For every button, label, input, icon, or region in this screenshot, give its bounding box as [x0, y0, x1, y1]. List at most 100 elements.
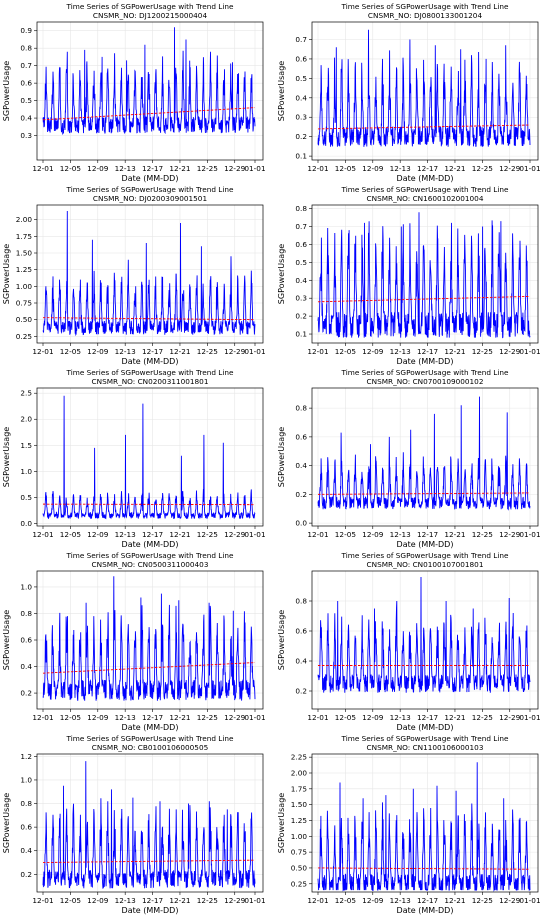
x-tick-label: 12-29: [499, 713, 521, 722]
plot-frame: [36, 753, 264, 893]
series-line: [317, 29, 531, 147]
y-axis-label: SGPowerUsage: [277, 427, 286, 487]
chart-svg: Time Series of SGPowerUsage with Trend L…: [277, 185, 541, 366]
x-axis-label: Date (MM-DD): [397, 357, 454, 366]
chart-svg: Time Series of SGPowerUsage with Trend L…: [277, 734, 541, 915]
trend-line: [317, 295, 531, 303]
x-tick-label: 01-01: [519, 896, 540, 905]
x-tick-label: 12-01: [32, 530, 53, 539]
x-tick-label: 12-25: [197, 713, 218, 722]
chart-panel: Time Series of SGPowerUsage with Trend L…: [0, 183, 275, 366]
y-tick-label: 0.6: [295, 432, 307, 441]
plot-frame: [36, 21, 264, 161]
x-tick-label: 12-13: [390, 896, 412, 905]
chart-svg: Time Series of SGPowerUsage with Trend L…: [277, 551, 541, 732]
x-tick-label: 01-01: [519, 713, 540, 722]
y-tick-label: 2.0: [20, 415, 32, 424]
x-tick-label: 12-21: [169, 896, 190, 905]
y-tick-label: 0.75: [16, 299, 32, 308]
plot-frame: [36, 387, 264, 527]
y-tick-label: 0.8: [295, 204, 307, 213]
x-tick-label: 12-09: [87, 530, 109, 539]
x-tick-label: 12-01: [32, 347, 53, 356]
x-tick-label: 12-25: [472, 347, 493, 356]
x-tick-label: 01-01: [519, 347, 540, 356]
y-axis-label: SGPowerUsage: [2, 793, 11, 853]
trend-line: [317, 867, 531, 870]
x-tick-label: 12-17: [142, 347, 164, 356]
y-tick-label: 0.2: [295, 132, 307, 141]
x-tick-label: 12-09: [362, 896, 384, 905]
series-line: [317, 762, 531, 892]
chart-svg: Time Series of SGPowerUsage with Trend L…: [277, 2, 541, 183]
x-axis-label: Date (MM-DD): [122, 357, 179, 366]
y-tick-label: 0.7: [295, 35, 307, 44]
chart-panel: Time Series of SGPowerUsage with Trend L…: [275, 0, 550, 183]
x-tick-label: 12-13: [115, 896, 137, 905]
y-tick-label: 2.25: [291, 753, 307, 762]
y-tick-label: 0.75: [291, 848, 307, 857]
y-tick-label: 0.6: [295, 54, 307, 63]
x-tick-label: 12-21: [444, 713, 465, 722]
y-tick-label: 2.00: [16, 215, 33, 224]
x-tick-label: 12-05: [60, 896, 81, 905]
chart-panel: Time Series of SGPowerUsage with Trend L…: [275, 732, 550, 915]
chart-panel: Time Series of SGPowerUsage with Trend L…: [275, 366, 550, 549]
chart-panel: Time Series of SGPowerUsage with Trend L…: [0, 549, 275, 732]
y-tick-label: 1.2: [20, 752, 32, 761]
series-line: [42, 27, 256, 136]
x-tick-label: 01-01: [244, 347, 265, 356]
x-tick-label: 12-13: [390, 164, 412, 173]
x-axis-label: Date (MM-DD): [397, 174, 454, 183]
chart-subtitle: CNSMR_NO: CN0100107001801: [367, 560, 484, 569]
chart-panel: Time Series of SGPowerUsage with Trend L…: [275, 183, 550, 366]
plot-frame: [36, 204, 264, 344]
x-tick-label: 12-17: [142, 164, 164, 173]
x-tick-label: 12-05: [60, 164, 81, 173]
chart-subtitle: CNSMR_NO: CN0500311000403: [92, 560, 209, 569]
chart-svg: Time Series of SGPowerUsage with Trend L…: [2, 734, 266, 915]
y-tick-label: 0.8: [295, 404, 307, 413]
series-line: [42, 395, 256, 520]
x-tick-label: 12-17: [142, 530, 164, 539]
chart-subtitle: CNSMR_NO: DJ0200309001501: [93, 194, 207, 203]
plot-frame: [311, 204, 539, 344]
plot-frame: [311, 21, 539, 161]
plot-frame: [36, 570, 264, 710]
x-tick-label: 12-29: [224, 530, 246, 539]
x-tick-label: 12-13: [390, 530, 412, 539]
chart-svg: Time Series of SGPowerUsage with Trend L…: [2, 2, 266, 183]
trend-line: [42, 859, 256, 863]
x-tick-label: 12-05: [60, 347, 81, 356]
chart-panel: Time Series of SGPowerUsage with Trend L…: [275, 549, 550, 732]
x-tick-label: 12-17: [417, 164, 439, 173]
series-line: [317, 212, 531, 339]
y-tick-label: 1.75: [291, 784, 307, 793]
x-tick-label: 12-09: [362, 164, 384, 173]
series-line: [42, 761, 256, 889]
y-tick-label: 0.4: [20, 846, 32, 855]
x-tick-label: 01-01: [244, 713, 265, 722]
trend-line: [42, 107, 256, 121]
y-tick-label: 1.50: [291, 800, 308, 809]
y-axis-label: SGPowerUsage: [277, 61, 286, 121]
x-tick-label: 12-25: [472, 164, 493, 173]
x-tick-label: 12-25: [472, 530, 493, 539]
x-tick-label: 12-21: [169, 347, 190, 356]
x-tick-label: 12-21: [444, 347, 465, 356]
y-tick-label: 1.00: [16, 282, 33, 291]
trend-line: [42, 503, 256, 506]
x-tick-label: 01-01: [519, 164, 540, 173]
trend-line: [42, 662, 256, 674]
y-tick-label: 1.0: [20, 467, 32, 476]
y-tick-label: 0.3: [295, 294, 307, 303]
y-axis-label: SGPowerUsage: [2, 61, 11, 121]
chart-panel: Time Series of SGPowerUsage with Trend L…: [0, 366, 275, 549]
y-tick-label: 0.6: [295, 240, 307, 249]
y-axis-label: SGPowerUsage: [2, 427, 11, 487]
series-line: [317, 576, 531, 693]
plot-frame: [311, 387, 539, 527]
x-tick-label: 12-17: [417, 347, 439, 356]
y-tick-label: 0.3: [20, 131, 32, 140]
x-tick-label: 12-05: [60, 530, 81, 539]
